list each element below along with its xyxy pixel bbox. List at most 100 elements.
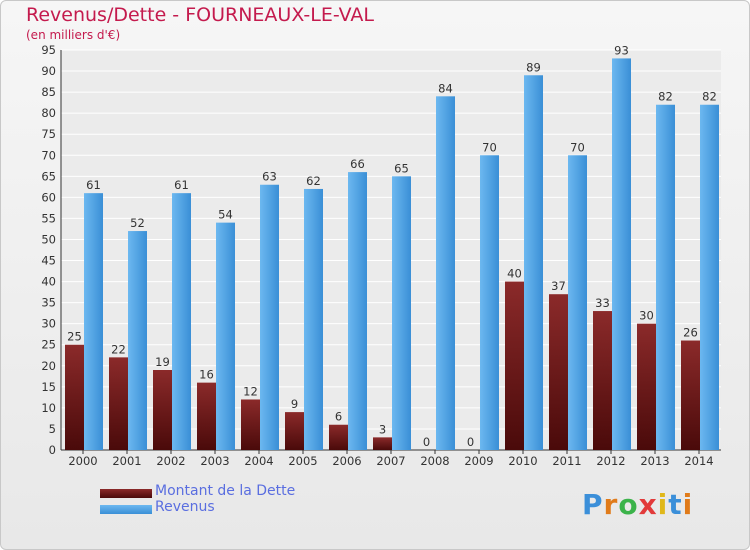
bar-revenus	[700, 104, 719, 450]
y-tick-label: 55	[41, 211, 56, 225]
logo-letter: r	[603, 488, 619, 521]
value-label-dette: 26	[683, 326, 698, 340]
logo-letter: i	[657, 488, 669, 521]
bar-dette	[637, 323, 656, 450]
value-label-revenus: 62	[306, 174, 321, 188]
y-tick-label: 35	[41, 296, 56, 310]
bar-dette	[109, 357, 128, 450]
bar-dette	[505, 281, 524, 450]
y-tick-label: 25	[41, 338, 56, 352]
x-tick-label: 2008	[420, 454, 449, 468]
value-label-dette: 37	[551, 279, 566, 293]
bar-revenus	[84, 193, 103, 450]
bar-revenus	[260, 184, 279, 450]
x-tick-label: 2004	[244, 454, 273, 468]
y-tick-label: 45	[41, 254, 56, 268]
bar-revenus	[304, 188, 323, 450]
value-label-dette: 33	[595, 296, 610, 310]
y-tick-label: 5	[49, 422, 56, 436]
value-label-revenus: 61	[174, 178, 189, 192]
logo-letter: P	[582, 488, 604, 521]
bar-revenus	[128, 231, 147, 450]
value-label-dette: 6	[335, 410, 342, 424]
bar-dette	[65, 344, 84, 450]
bar-dette	[285, 412, 304, 450]
value-label-revenus: 52	[130, 216, 145, 230]
bar-dette	[153, 370, 172, 450]
x-tick-label: 2001	[112, 454, 141, 468]
value-label-revenus: 82	[702, 90, 717, 104]
bar-dette	[549, 294, 568, 450]
value-label-dette: 12	[243, 384, 258, 398]
bar-revenus	[216, 222, 235, 450]
x-tick-label: 2000	[68, 454, 97, 468]
y-tick-label: 70	[41, 148, 56, 162]
legend-swatch-dette	[100, 489, 152, 498]
y-tick-label: 40	[41, 275, 56, 289]
x-tick-label: 2006	[332, 454, 361, 468]
value-label-dette: 3	[379, 422, 386, 436]
y-tick-label: 85	[41, 85, 56, 99]
chart-subtitle: (en milliers d'€)	[26, 28, 121, 42]
value-label-dette: 22	[111, 342, 126, 356]
bar-chart: 0510152025303540455055606570758085909520…	[41, 43, 721, 468]
value-label-dette: 16	[199, 368, 214, 382]
bar-dette	[681, 340, 700, 450]
value-label-revenus: 70	[570, 140, 585, 154]
x-tick-label: 2012	[596, 454, 625, 468]
y-tick-label: 0	[49, 443, 56, 457]
value-label-revenus: 84	[438, 81, 453, 95]
bar-revenus	[436, 96, 455, 450]
bar-revenus	[348, 172, 367, 450]
logo-letter: t	[668, 488, 683, 521]
y-tick-label: 75	[41, 127, 56, 141]
y-tick-label: 50	[41, 232, 56, 246]
value-label-revenus: 89	[526, 60, 541, 74]
bar-revenus	[392, 176, 411, 450]
y-tick-label: 10	[41, 401, 56, 415]
logo-letter: o	[618, 488, 639, 521]
legend-swatch-revenus	[100, 505, 152, 514]
proxiti-logo: Proxiti	[582, 488, 693, 521]
x-tick-label: 2014	[684, 454, 713, 468]
value-label-dette: 19	[155, 355, 170, 369]
x-tick-label: 2010	[508, 454, 537, 468]
value-label-revenus: 66	[350, 157, 365, 171]
value-label-dette: 0	[423, 435, 430, 449]
x-tick-label: 2005	[288, 454, 317, 468]
value-label-dette: 25	[67, 330, 82, 344]
y-tick-label: 60	[41, 190, 56, 204]
value-label-dette: 0	[467, 435, 474, 449]
y-tick-label: 20	[41, 359, 56, 373]
bar-dette	[197, 382, 216, 450]
chart-title: Revenus/Dette - FOURNEAUX-LE-VAL	[26, 4, 374, 26]
legend-label-revenus: Revenus	[155, 499, 215, 515]
x-tick-label: 2007	[376, 454, 405, 468]
value-label-revenus: 70	[482, 140, 497, 154]
value-label-dette: 30	[639, 309, 654, 323]
bar-dette	[329, 424, 348, 450]
bar-revenus	[612, 58, 631, 450]
bar-revenus	[524, 75, 543, 451]
x-tick-label: 2009	[464, 454, 493, 468]
value-label-revenus: 63	[262, 170, 277, 184]
value-label-revenus: 54	[218, 208, 233, 222]
x-tick-label: 2003	[200, 454, 229, 468]
y-tick-label: 30	[41, 317, 56, 331]
value-label-revenus: 65	[394, 161, 409, 175]
value-label-dette: 40	[507, 267, 522, 281]
bar-revenus	[656, 104, 675, 450]
y-tick-label: 15	[41, 380, 56, 394]
y-tick-label: 90	[41, 64, 56, 78]
logo-letter: x	[638, 488, 658, 521]
value-label-revenus: 93	[614, 43, 629, 57]
x-tick-label: 2013	[640, 454, 669, 468]
bar-revenus	[568, 155, 587, 450]
x-tick-label: 2002	[156, 454, 185, 468]
y-tick-label: 65	[41, 169, 56, 183]
value-label-revenus: 61	[86, 178, 101, 192]
x-tick-label: 2011	[552, 454, 581, 468]
bar-dette	[241, 399, 260, 450]
value-label-dette: 9	[291, 397, 298, 411]
legend-label-dette: Montant de la Dette	[155, 483, 296, 499]
